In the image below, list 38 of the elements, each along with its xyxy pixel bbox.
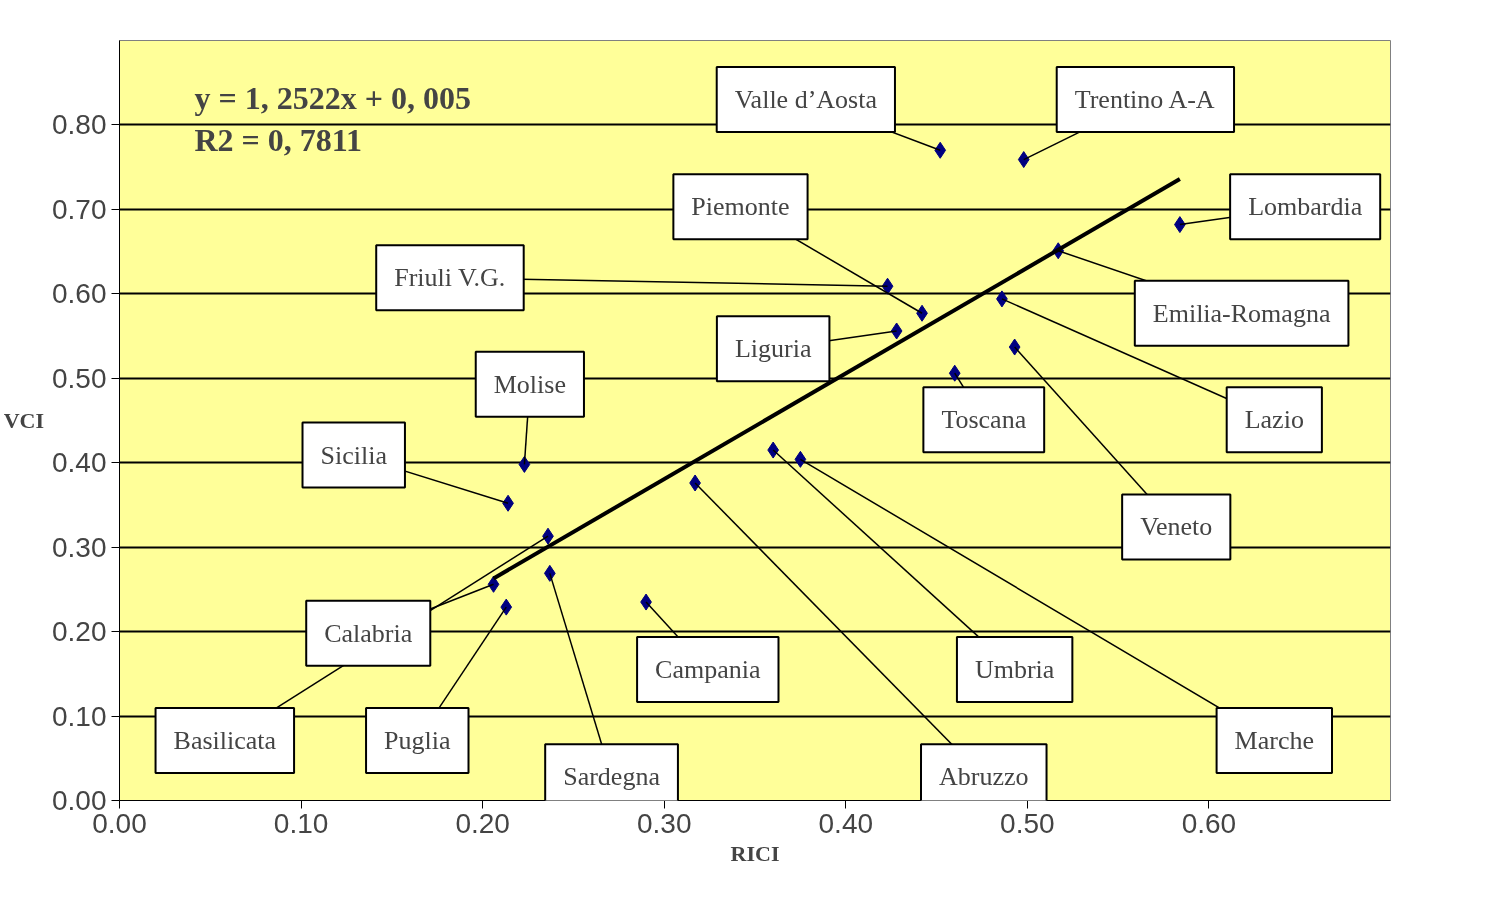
y-tick-label: 0.50 (52, 362, 107, 394)
annotation: Liguria (734, 334, 812, 364)
annotation: y = 1, 2522x + 0, 005 (194, 79, 471, 116)
y-tick-label: 0.40 (52, 447, 107, 479)
y-tick-label: 0.80 (52, 109, 107, 141)
annotation: Sicilia (320, 440, 388, 470)
annotation: Trentino A-A (1074, 85, 1215, 115)
x-tick-label: 0.40 (818, 807, 874, 839)
x-tick-label: 0.50 (1000, 807, 1055, 839)
x-axis-title: RICI (730, 840, 780, 866)
annotation: Umbria (974, 655, 1055, 685)
annotation: Friuli V.G. (394, 263, 506, 293)
x-tick-label: 0.30 (636, 807, 692, 839)
annotation: Campania (655, 655, 761, 685)
y-tick-label: 0.20 (52, 616, 107, 648)
annotation: Piemonte (691, 192, 790, 222)
y-tick-label: 0.10 (52, 700, 107, 732)
y-axis-title: VCI (3, 408, 45, 433)
annotation: Toscana (941, 405, 1027, 435)
annotation: R2 = 0, 7811 (194, 121, 363, 158)
annotation: Molise (493, 369, 566, 399)
annotation: Abruzzo (939, 762, 1029, 792)
y-tick-label: 0.30 (52, 531, 107, 563)
annotation: Marche (1234, 726, 1314, 756)
x-tick-label: 0.60 (1181, 807, 1237, 839)
x-tick-label: 0.10 (273, 807, 329, 839)
annotation: Basilicata (173, 726, 277, 756)
annotation: Emilia-Romagna (1152, 298, 1331, 328)
annotation: Puglia (384, 726, 451, 756)
y-tick-label: 0.70 (52, 193, 107, 225)
annotation: Calabria (324, 618, 413, 648)
annotation: Lombardia (1248, 192, 1363, 222)
annotation: Lazio (1244, 405, 1304, 435)
annotation: Sardegna (563, 762, 661, 792)
annotation: Valle d’Aosta (734, 85, 878, 115)
y-tick-label: 0.60 (52, 278, 107, 310)
x-tick-label: 0.20 (455, 807, 510, 839)
annotation: Veneto (1140, 512, 1213, 542)
